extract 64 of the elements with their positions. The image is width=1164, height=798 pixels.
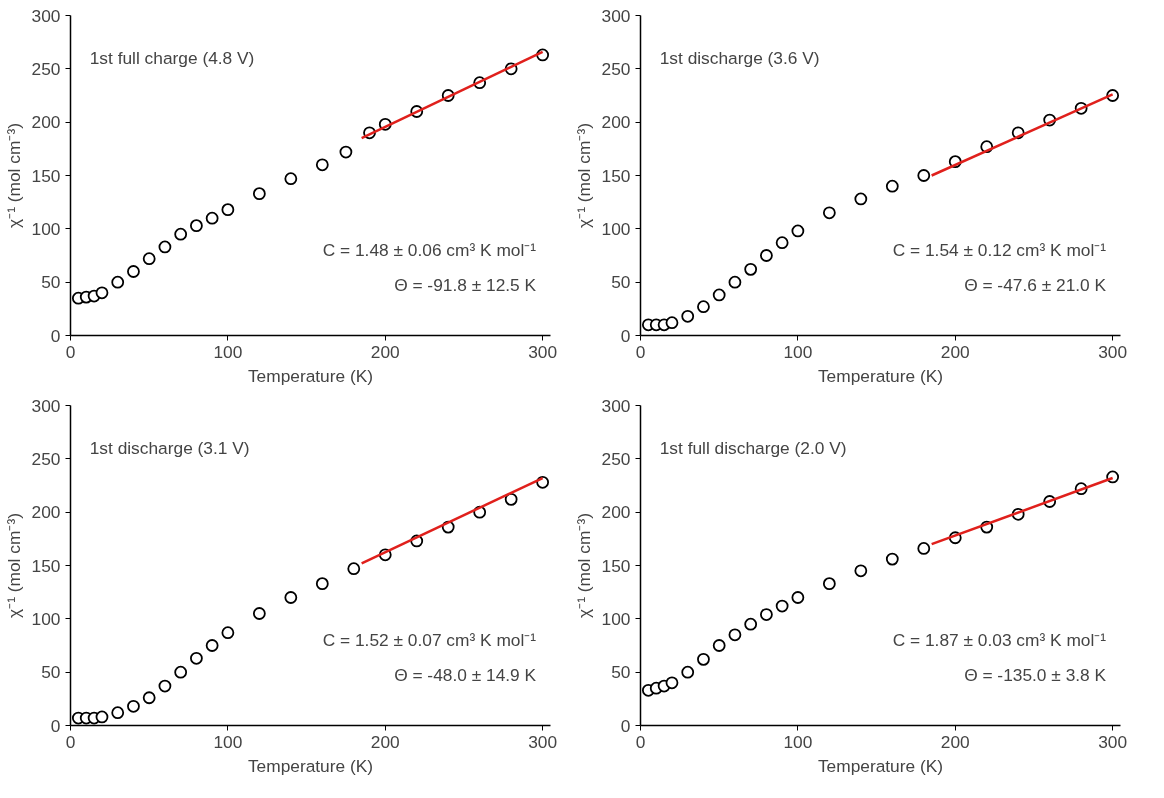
y-axis-title: χ⁻¹ (mol cm⁻³)	[573, 123, 594, 228]
y-tick-label: 50	[41, 662, 61, 683]
x-axis-title: Temperature (K)	[817, 365, 944, 386]
annotation: 1st full charge (4.8 V)	[89, 47, 255, 68]
y-tick-label: 0	[620, 715, 631, 736]
y-tick-label: 0	[50, 715, 61, 736]
y-tick-label: 250	[601, 448, 631, 469]
y-tick-label: 250	[601, 58, 631, 79]
x-tick-label: 100	[213, 731, 243, 752]
y-axis-title: χ⁻¹ (mol cm⁻³)	[573, 513, 594, 618]
x-tick-label: 100	[783, 341, 813, 362]
x-tick-label: 0	[635, 341, 646, 362]
x-tick-label: 0	[635, 731, 646, 752]
x-tick-label: 200	[370, 731, 400, 752]
y-tick-label: 0	[50, 325, 61, 346]
x-tick-label: 100	[213, 341, 243, 362]
annotation: 1st full discharge (2.0 V)	[659, 437, 847, 458]
annotation: Θ = -48.0 ± 14.9 K	[394, 664, 537, 685]
y-tick-label: 100	[31, 608, 61, 629]
y-tick-label: 50	[611, 662, 631, 683]
y-tick-label: 100	[601, 218, 631, 239]
x-tick-label: 0	[65, 731, 76, 752]
x-tick-label: 200	[940, 731, 970, 752]
x-tick-label: 200	[370, 341, 400, 362]
y-tick-label: 100	[601, 608, 631, 629]
x-tick-label: 300	[1098, 341, 1128, 362]
y-tick-label: 250	[31, 58, 61, 79]
annotation: C = 1.52 ± 0.07 cm³ K mol⁻¹	[322, 629, 537, 650]
y-axis-title: χ⁻¹ (mol cm⁻³)	[3, 513, 24, 618]
x-tick-label: 300	[528, 731, 558, 752]
x-axis-title: Temperature (K)	[247, 755, 374, 776]
y-tick-label: 200	[31, 112, 61, 133]
annotation: C = 1.87 ± 0.03 cm³ K mol⁻¹	[892, 629, 1107, 650]
y-tick-label: 200	[31, 502, 61, 523]
y-tick-label: 50	[611, 272, 631, 293]
x-axis-title: Temperature (K)	[817, 755, 944, 776]
y-tick-label: 150	[601, 555, 631, 576]
x-tick-label: 200	[940, 341, 970, 362]
y-tick-label: 200	[601, 112, 631, 133]
annotation: Θ = -47.6 ± 21.0 K	[964, 274, 1107, 295]
y-axis-title: χ⁻¹ (mol cm⁻³)	[3, 123, 24, 228]
y-tick-label: 150	[31, 165, 61, 186]
y-tick-label: 300	[31, 395, 61, 416]
y-tick-label: 150	[601, 165, 631, 186]
x-tick-label: 100	[783, 731, 813, 752]
y-tick-label: 150	[31, 555, 61, 576]
annotation: Θ = -135.0 ± 3.8 K	[964, 664, 1107, 685]
y-tick-label: 300	[601, 5, 631, 26]
y-tick-label: 250	[31, 448, 61, 469]
annotation: 1st discharge (3.6 V)	[659, 47, 820, 68]
x-tick-label: 300	[528, 341, 558, 362]
y-tick-label: 100	[31, 218, 61, 239]
x-tick-label: 300	[1098, 731, 1128, 752]
y-tick-label: 300	[31, 5, 61, 26]
y-tick-label: 0	[620, 325, 631, 346]
annotation: C = 1.48 ± 0.06 cm³ K mol⁻¹	[322, 239, 537, 260]
annotation: 1st discharge (3.1 V)	[89, 437, 250, 458]
annotation: C = 1.54 ± 0.12 cm³ K mol⁻¹	[892, 239, 1107, 260]
y-tick-label: 50	[41, 272, 61, 293]
y-tick-label: 200	[601, 502, 631, 523]
y-tick-label: 300	[601, 395, 631, 416]
x-tick-label: 0	[65, 341, 76, 362]
annotation: Θ = -91.8 ± 12.5 K	[394, 274, 537, 295]
x-axis-title: Temperature (K)	[247, 365, 374, 386]
